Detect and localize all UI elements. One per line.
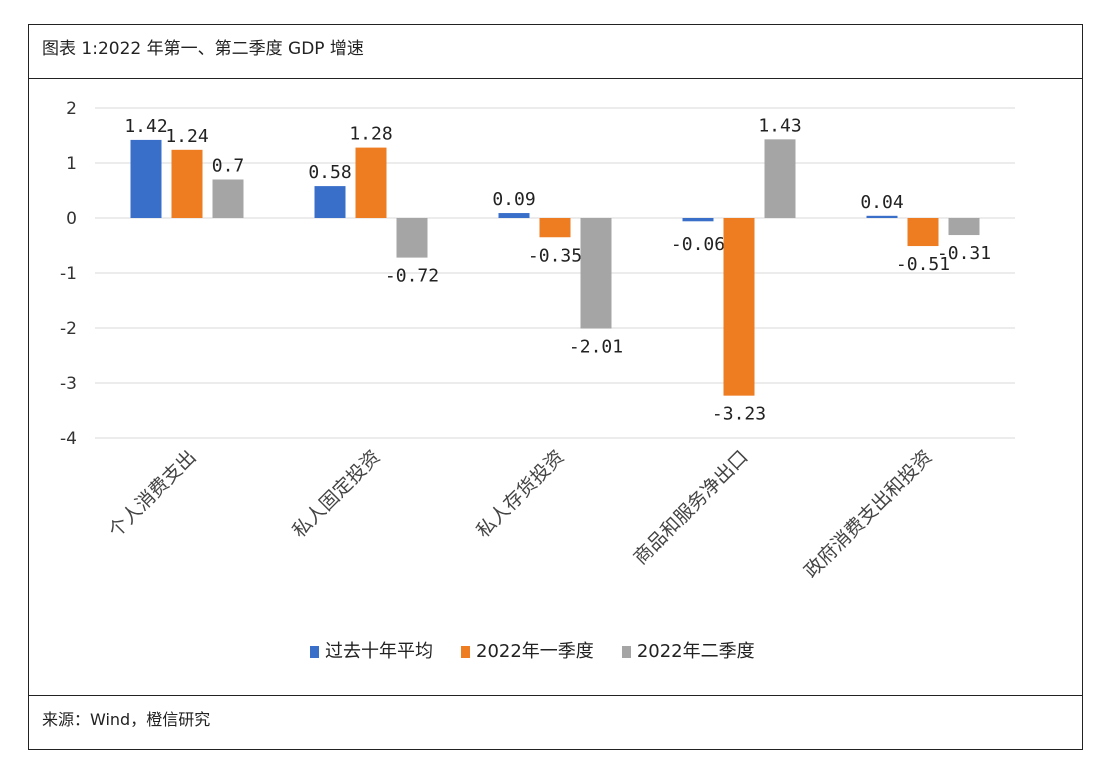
bar: [866, 215, 898, 218]
data-label: -0.51: [896, 254, 950, 275]
divider: [28, 695, 1083, 696]
y-tick-label: -1: [60, 264, 77, 284]
data-label: 0.58: [308, 162, 351, 183]
data-label: -2.01: [569, 337, 623, 358]
bar: [396, 218, 428, 258]
category-label: 个人消费支出: [104, 446, 200, 542]
bar: [948, 218, 980, 236]
source-note: 来源：Wind，橙信研究: [42, 710, 211, 729]
bar: [130, 139, 162, 218]
legend: 过去十年平均 2022年一季度 2022年二季度: [310, 637, 755, 663]
data-label: 1.43: [758, 115, 801, 136]
data-label: -0.06: [671, 234, 725, 255]
category-label: 私人存货投资: [472, 446, 568, 542]
y-tick-label: 0: [66, 209, 77, 229]
data-label: -3.23: [712, 404, 766, 425]
bar: [314, 186, 346, 218]
legend-label: 2022年一季度: [476, 641, 594, 662]
bar: [355, 147, 387, 218]
divider: [28, 78, 1083, 79]
legend-label: 过去十年平均: [325, 641, 433, 662]
y-tick-label: -2: [60, 319, 77, 339]
y-tick-label: 2: [66, 99, 77, 119]
chart-title: 图表 1:2022 年第一、第二季度 GDP 增速: [42, 39, 364, 59]
data-label: -0.72: [385, 266, 439, 287]
data-label: -0.35: [528, 245, 582, 266]
y-tick-label: -4: [60, 429, 77, 449]
bar: [171, 149, 203, 218]
bar: [907, 218, 939, 247]
bar: [682, 218, 714, 222]
data-label: 0.7: [212, 156, 245, 177]
category-label: 私人固定投资: [288, 446, 384, 542]
data-label: 0.04: [860, 192, 903, 213]
bar: [539, 218, 571, 238]
bar: [212, 179, 244, 218]
legend-swatch: [461, 646, 470, 658]
y-tick-label: 1: [66, 154, 77, 174]
y-tick-label: -3: [60, 374, 77, 394]
bar: [723, 218, 755, 396]
legend-item: 2022年二季度: [621, 637, 755, 663]
legend-item: 2022年一季度: [461, 637, 594, 663]
bar: [498, 213, 530, 218]
legend-swatch: [621, 646, 631, 658]
data-label: 0.09: [492, 189, 535, 210]
bar-chart: 2 1 0 -1 -2 -3 -4 1.421.240.7 个人消费支出 0.58 1.28 -0.7…: [60, 99, 1015, 582]
legend-swatch: [310, 646, 319, 658]
category-label: 商品和服务净出口: [629, 446, 752, 569]
data-label: -0.31: [937, 243, 991, 264]
category-label: 政府消费支出和投资: [800, 446, 936, 582]
data-label: 1.24: [165, 126, 208, 147]
data-label: 1.28: [349, 124, 392, 145]
bar: [580, 218, 612, 329]
bar: [764, 139, 796, 218]
chart-frame: [28, 24, 1083, 750]
legend-item: 过去十年平均: [310, 637, 433, 663]
data-label: 1.42: [124, 116, 167, 137]
legend-label: 2022年二季度: [636, 641, 755, 662]
